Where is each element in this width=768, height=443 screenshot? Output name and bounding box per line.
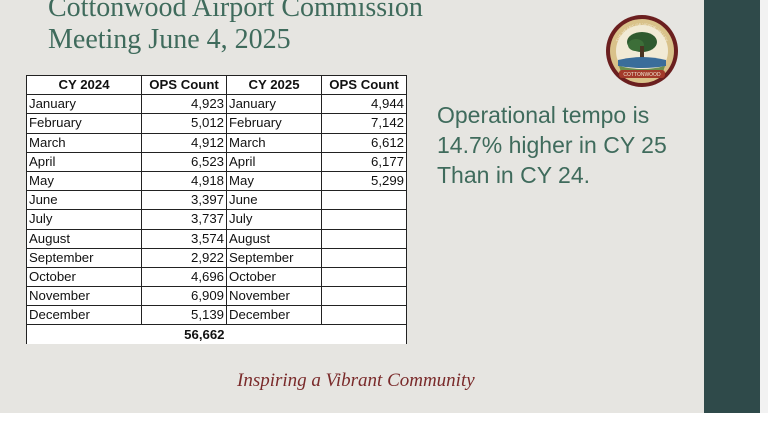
ops-count-2025 <box>321 209 407 230</box>
logo-banner-text: COTTONWOOD <box>623 72 661 78</box>
month-2024: May <box>26 170 142 192</box>
month-2024: March <box>26 132 142 153</box>
table-header-row: CY 2024 OPS Count CY 2025 OPS Count <box>26 74 407 96</box>
table-row: November 6,909 November <box>26 286 407 307</box>
month-2024: June <box>26 190 142 211</box>
slide: Cottonwood Airport Commission Meeting Ju… <box>0 0 768 413</box>
table-row: June 3,397 June <box>26 190 407 211</box>
table-row: February 5,012 February 7,142 <box>26 113 407 134</box>
callout-line-1: Operational tempo is <box>437 102 650 128</box>
ops-count-2025: 6,177 <box>321 151 407 172</box>
month-2024: February <box>26 113 142 134</box>
ops-count-2024: 3,574 <box>141 228 227 249</box>
month-2025: November <box>226 286 322 307</box>
total-spacer <box>226 324 322 344</box>
ops-count-2025: 5,299 <box>321 170 407 192</box>
month-2025: October <box>226 266 322 288</box>
callout-line-2: 14.7% higher in CY 25 <box>437 132 667 158</box>
header-ops-count-2025: OPS Count <box>321 74 407 96</box>
header-ops-count-2024: OPS Count <box>141 74 227 96</box>
month-2024: July <box>26 209 142 230</box>
header-cy2025: CY 2025 <box>226 74 322 96</box>
month-2025: August <box>226 228 322 249</box>
month-2025: May <box>226 170 322 192</box>
ops-count-2025 <box>321 266 407 288</box>
month-2024: October <box>26 266 142 288</box>
ops-count-2024: 4,912 <box>141 132 227 153</box>
side-band <box>704 0 760 413</box>
city-seal-logo: COTTONWOOD THE HEART OF VERDE VALLEY <box>606 15 678 87</box>
month-2025: March <box>226 132 322 153</box>
table-row: October 4,696 October <box>26 266 407 288</box>
ops-count-2024: 5,012 <box>141 113 227 134</box>
month-2025: September <box>226 247 322 268</box>
ops-count-2025: 6,612 <box>321 132 407 153</box>
table-row: March 4,912 March 6,612 <box>26 132 407 153</box>
table-row: April 6,523 April 6,177 <box>26 151 407 172</box>
ops-count-2025: 7,142 <box>321 113 407 134</box>
ops-count-2024: 5,139 <box>141 305 227 326</box>
month-2025: June <box>226 190 322 211</box>
title-line-2: Meeting June 4, 2025 <box>48 24 291 55</box>
table-row: August 3,574 August <box>26 228 407 249</box>
table-row: December 5,139 December <box>26 305 407 326</box>
month-2024: August <box>26 228 142 249</box>
month-2025: February <box>226 113 322 134</box>
month-2024: December <box>26 305 142 326</box>
month-2025: April <box>226 151 322 172</box>
table-row: July 3,737 July <box>26 209 407 230</box>
ops-count-2025 <box>321 305 407 326</box>
month-2025: July <box>226 209 322 230</box>
right-strip <box>760 0 768 413</box>
ops-count-2024: 3,737 <box>141 209 227 230</box>
month-2024: January <box>26 94 142 115</box>
ops-count-table: CY 2024 OPS Count CY 2025 OPS Count Janu… <box>26 74 407 344</box>
page-title: Cottonwood Airport Commission Meeting Ju… <box>48 0 423 56</box>
ops-count-2024: 3,397 <box>141 190 227 211</box>
ops-count-2024: 4,918 <box>141 170 227 192</box>
callout-line-3: Than in CY 24. <box>437 162 591 188</box>
ops-count-2024: 2,922 <box>141 247 227 268</box>
ops-count-2025 <box>321 190 407 211</box>
month-2025: December <box>226 305 322 326</box>
ops-count-2025 <box>321 228 407 249</box>
total-spacer <box>321 324 407 344</box>
month-2024: September <box>26 247 142 268</box>
ops-count-2025 <box>321 286 407 307</box>
table-row: January 4,923 January 4,944 <box>26 94 407 115</box>
table-row: May 4,918 May 5,299 <box>26 170 407 192</box>
total-2024: 56,662 <box>141 324 227 344</box>
table-row: September 2,922 September <box>26 247 407 268</box>
month-2025: January <box>226 94 322 115</box>
tempo-callout: Operational tempo is 14.7% higher in CY … <box>437 100 667 190</box>
total-row: 56,662 <box>26 324 407 344</box>
ops-count-2025: 4,944 <box>321 94 407 115</box>
tagline: Inspiring a Vibrant Community <box>237 370 475 391</box>
ops-count-2024: 6,523 <box>141 151 227 172</box>
month-2024: April <box>26 151 142 172</box>
ops-count-2024: 4,923 <box>141 94 227 115</box>
header-cy2024: CY 2024 <box>26 74 142 96</box>
ops-count-2025 <box>321 247 407 268</box>
total-spacer <box>26 324 142 344</box>
title-line-1: Cottonwood Airport Commission <box>48 0 423 23</box>
ops-count-2024: 6,909 <box>141 286 227 307</box>
month-2024: November <box>26 286 142 307</box>
ops-count-2024: 4,696 <box>141 266 227 288</box>
